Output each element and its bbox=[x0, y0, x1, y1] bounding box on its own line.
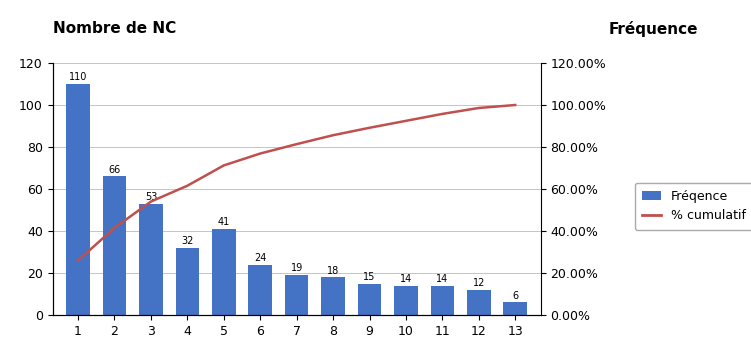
Bar bbox=[103, 176, 126, 315]
% cumulatif bbox=[110, 226, 119, 230]
Text: 14: 14 bbox=[436, 274, 448, 284]
Bar bbox=[503, 302, 527, 315]
% cumulatif bbox=[511, 103, 520, 107]
Bar bbox=[357, 284, 382, 315]
Text: 32: 32 bbox=[181, 236, 194, 246]
% cumulatif bbox=[74, 258, 83, 262]
% cumulatif bbox=[219, 163, 228, 168]
Text: 18: 18 bbox=[327, 266, 339, 275]
Bar bbox=[212, 229, 236, 315]
Text: 19: 19 bbox=[291, 264, 303, 273]
Bar bbox=[467, 290, 490, 315]
Bar bbox=[139, 204, 163, 315]
Bar bbox=[249, 265, 272, 315]
Bar bbox=[285, 275, 309, 315]
Text: 41: 41 bbox=[218, 217, 230, 227]
% cumulatif bbox=[475, 106, 484, 110]
Bar bbox=[430, 286, 454, 315]
% cumulatif bbox=[146, 199, 155, 204]
% cumulatif bbox=[438, 112, 447, 116]
Text: 6: 6 bbox=[512, 291, 518, 301]
Bar bbox=[394, 286, 418, 315]
Text: Nombre de NC: Nombre de NC bbox=[53, 21, 176, 36]
Text: 110: 110 bbox=[69, 72, 87, 82]
Text: Fréquence: Fréquence bbox=[609, 21, 698, 37]
Bar bbox=[176, 248, 199, 315]
Bar bbox=[66, 84, 90, 315]
% cumulatif bbox=[292, 142, 301, 146]
% cumulatif bbox=[329, 133, 338, 137]
Text: 66: 66 bbox=[108, 165, 121, 175]
Text: 14: 14 bbox=[400, 274, 412, 284]
% cumulatif bbox=[182, 184, 192, 188]
Text: 24: 24 bbox=[254, 253, 267, 263]
Legend: Fréqence, % cumulatif: Fréqence, % cumulatif bbox=[635, 183, 751, 230]
Text: 12: 12 bbox=[472, 278, 485, 288]
Text: 53: 53 bbox=[145, 192, 157, 202]
Line: % cumulatif: % cumulatif bbox=[78, 105, 515, 260]
% cumulatif bbox=[402, 119, 411, 123]
Bar bbox=[321, 277, 345, 315]
% cumulatif bbox=[255, 152, 264, 156]
Text: 15: 15 bbox=[363, 272, 376, 282]
% cumulatif bbox=[365, 126, 374, 130]
